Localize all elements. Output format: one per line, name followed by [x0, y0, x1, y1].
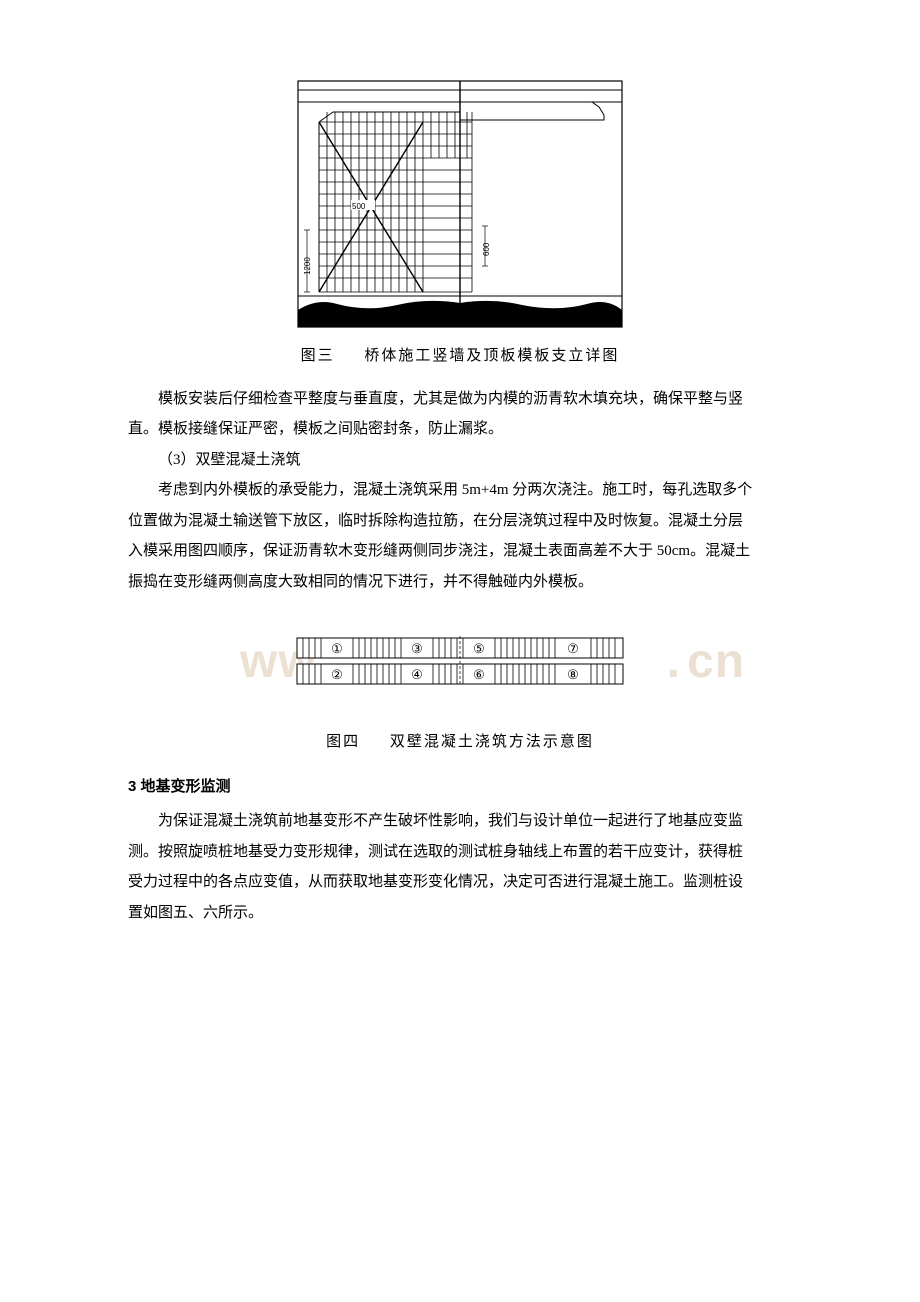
paragraph-4a: 为保证混凝土浇筑前地基变形不产生破坏性影响，我们与设计单位一起进行了地基应变监 [128, 807, 792, 836]
fig4-num-4: ④ [411, 667, 423, 682]
heading-3: 3 地基变形监测 [128, 773, 792, 802]
paragraph-3a: 考虑到内外模板的承受能力，混凝土浇筑采用 5m+4m 分两次浇注。施工时，每孔选… [128, 476, 792, 505]
paragraph-2: （3）双壁混凝土浇筑 [128, 446, 792, 475]
fig4-num-8: ⑧ [567, 667, 579, 682]
figure-4-caption-text: 双壁混凝土浇筑方法示意图 [390, 734, 594, 750]
paragraph-4c: 受力过程中的各点应变值，从而获取地基变形变化情况，决定可否进行混凝土施工。监测桩… [128, 868, 792, 897]
dim-1200-label: 1200 [303, 257, 312, 275]
figure-4-svg: ① ③ ⑤ ⑦ ② ④ ⑥ ⑧ [295, 636, 625, 686]
paragraph-3d: 振捣在变形缝两侧高度大致相同的情况下进行，并不得触碰内外模板。 [128, 568, 792, 597]
dim-500-label: 500 [352, 202, 366, 211]
paragraph-3b: 位置做为混凝土输送管下放区，临时拆除构造拉筋，在分层浇筑过程中及时恢复。混凝土分… [128, 507, 792, 536]
paragraph-1b: 直。模板接缝保证严密，模板之间贴密封条，防止漏浆。 [128, 415, 792, 444]
fig4-num-6: ⑥ [473, 667, 485, 682]
fig4-num-1: ① [331, 641, 343, 656]
figure-3-caption-label: 图三 [301, 348, 335, 364]
fig4-num-2: ② [331, 667, 343, 682]
figure-4-caption: 图四 双壁混凝土浇筑方法示意图 [128, 728, 792, 757]
figure-3-wrap: 500 600 1200 [128, 80, 792, 328]
fig4-num-7: ⑦ [567, 641, 579, 656]
watermark-right: cn [687, 635, 745, 688]
fig4-num-5: ⑤ [473, 641, 485, 656]
figure-3-caption: 图三 桥体施工竖墙及顶板模板支立详图 [128, 342, 792, 371]
dim-600-label: 600 [482, 242, 491, 256]
figure-3-caption-text: 桥体施工竖墙及顶板模板支立详图 [364, 348, 619, 364]
paragraph-3c: 入模采用图四顺序，保证沥青软木变形缝两侧同步浇注，混凝土表面高差不大于 50cm… [128, 537, 792, 566]
paragraph-1a: 模板安装后仔细检查平整度与垂直度，尤其是做为内模的沥青软木填充块，确保平整与竖 [128, 385, 792, 414]
paragraph-4d: 置如图五、六所示。 [128, 899, 792, 928]
figure-3-svg: 500 600 1200 [297, 80, 623, 328]
paragraph-4b: 测。按照旋喷桩地基受力变形规律，测试在选取的测试桩身轴线上布置的若干应变计，获得… [128, 838, 792, 867]
fig4-num-3: ③ [411, 641, 423, 656]
figure-4-caption-label: 图四 [326, 734, 360, 750]
watermark-dot: . [667, 635, 681, 688]
